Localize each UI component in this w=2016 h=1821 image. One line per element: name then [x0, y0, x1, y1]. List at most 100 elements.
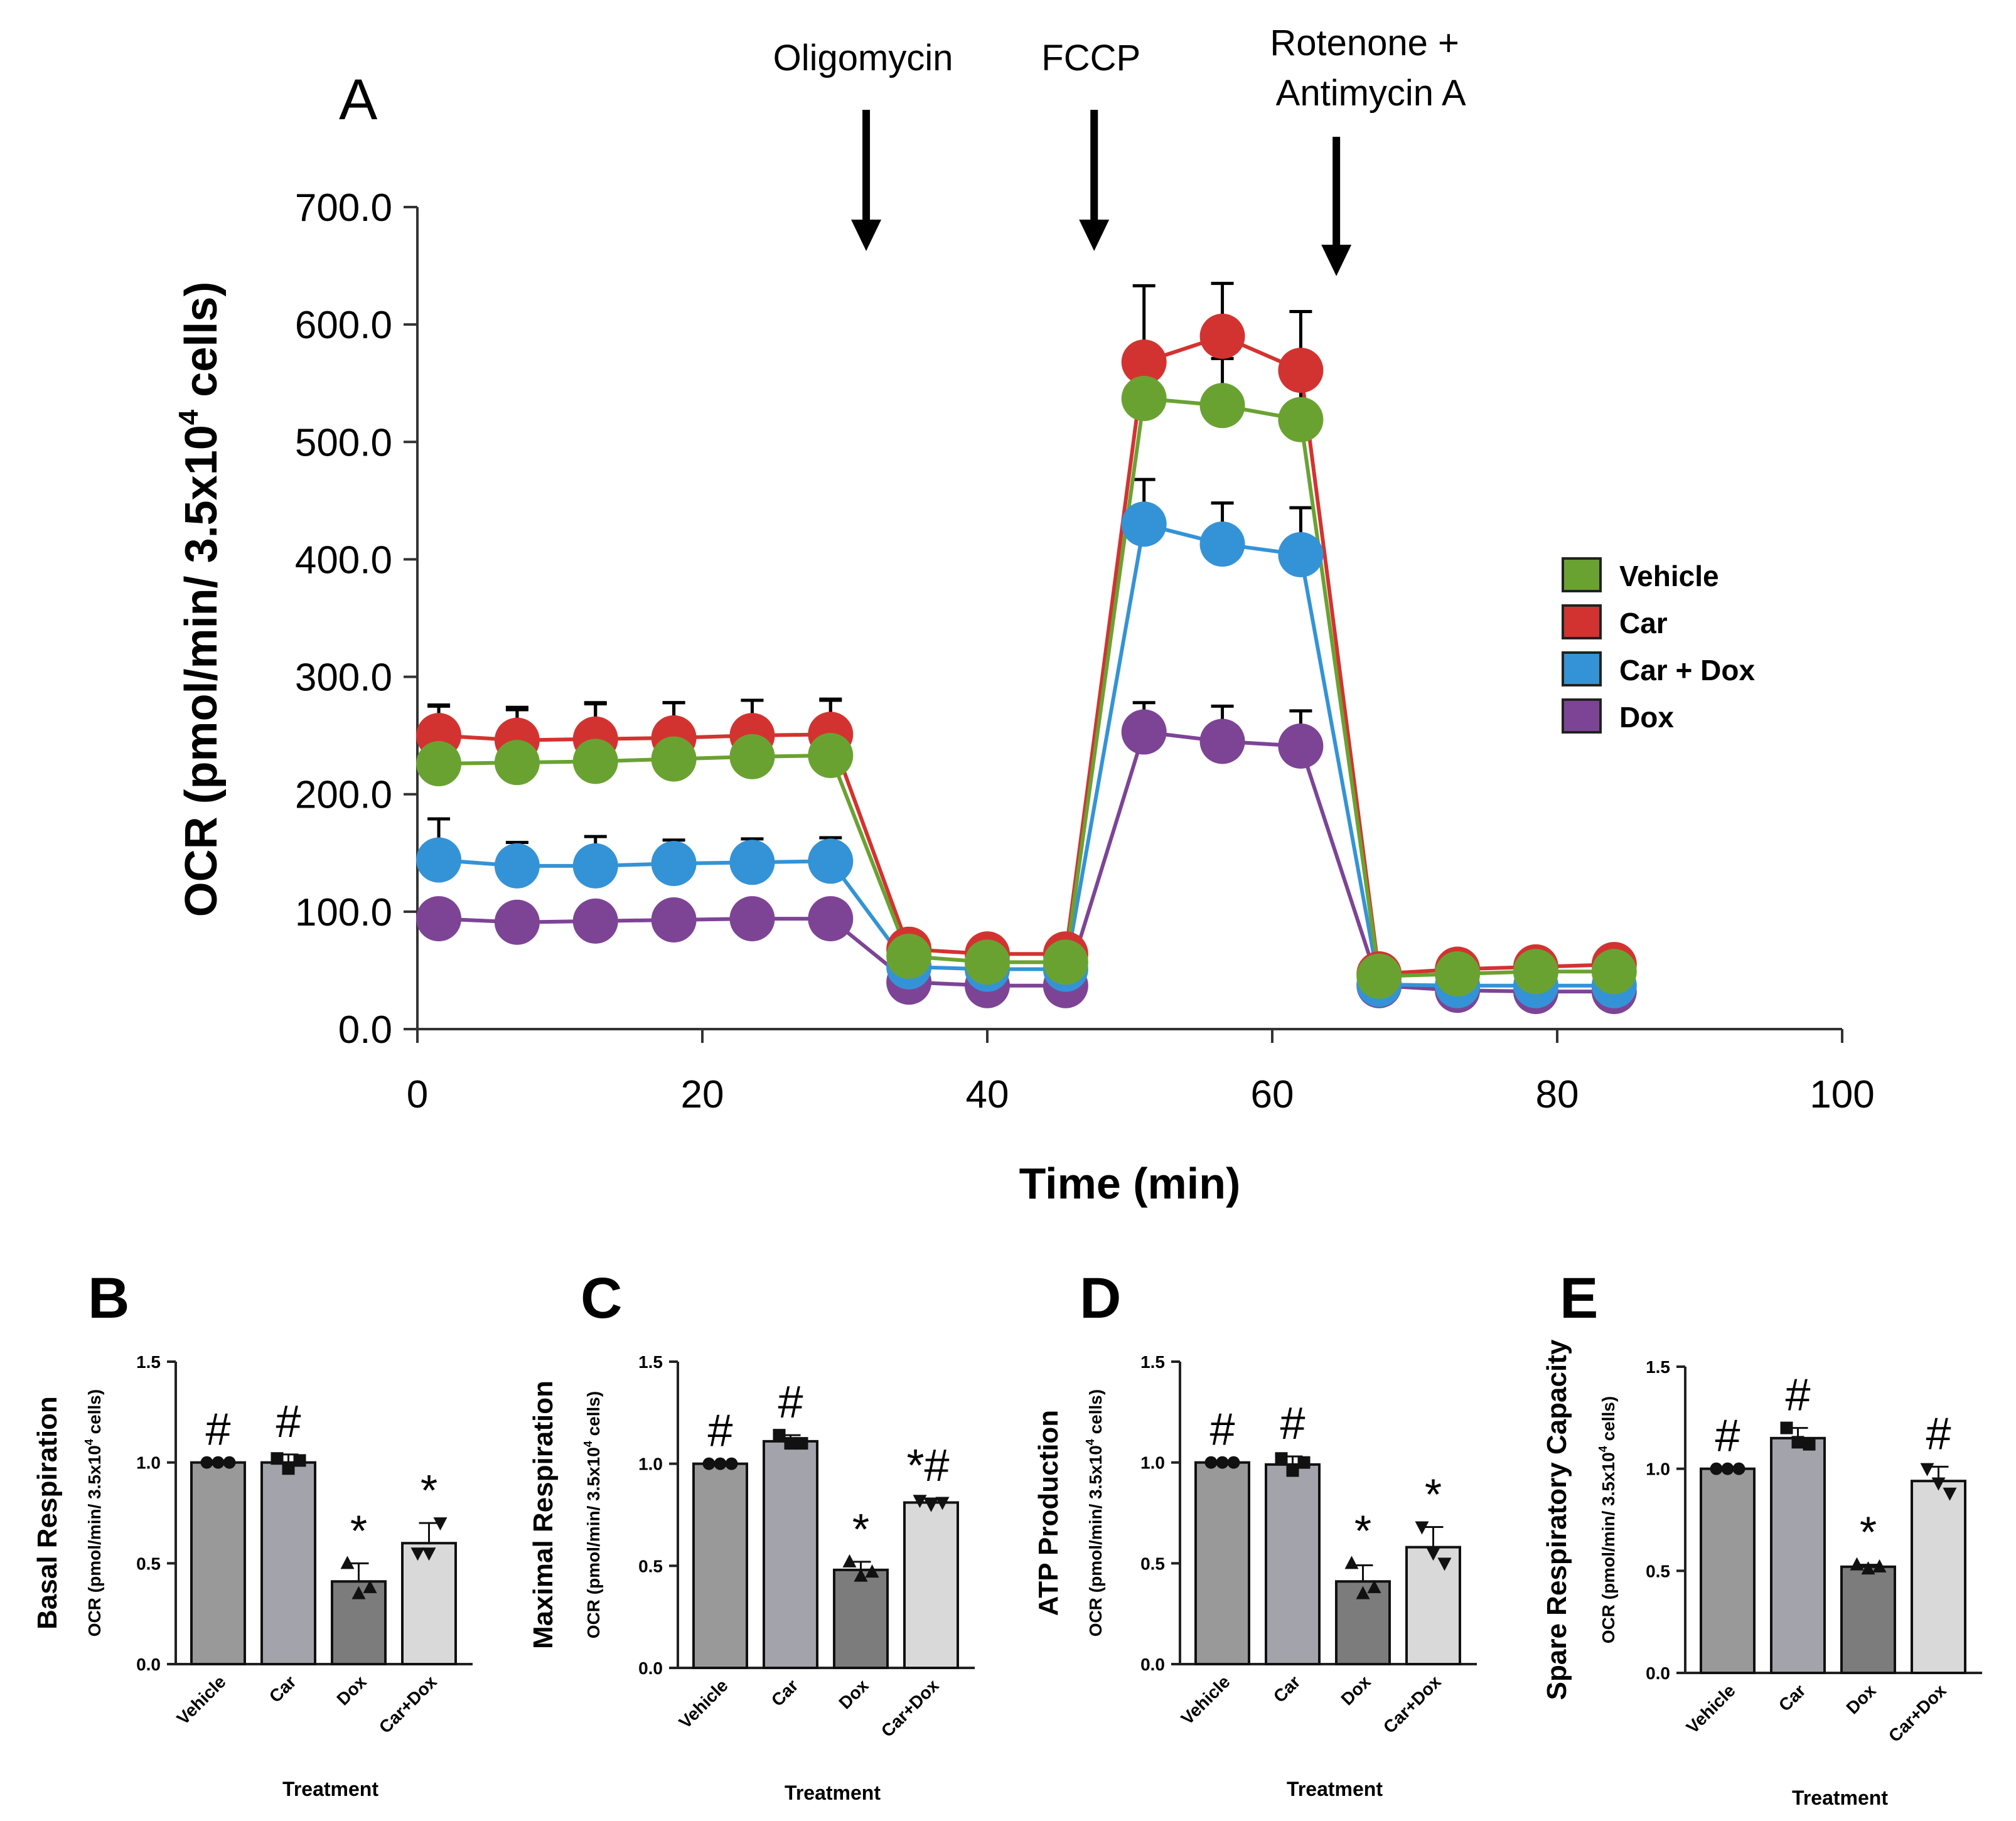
y-tick-label: 1.5: [136, 1352, 161, 1372]
y-tick-label: 700.0: [295, 186, 392, 230]
legend-swatch: [1562, 604, 1602, 639]
y-tick-label: 0.5: [136, 1554, 161, 1573]
y-tick-label: 0.0: [338, 1008, 392, 1052]
bar-vehicle: [692, 1462, 748, 1670]
data-point: [1791, 1436, 1804, 1449]
significance-mark: *: [852, 1505, 869, 1554]
data-point: [1780, 1421, 1793, 1434]
data-point: [433, 1517, 448, 1531]
bar-dox: [833, 1568, 889, 1670]
x-axis-title: Treatment: [1287, 1778, 1383, 1800]
x-tick-label: 100: [1810, 1073, 1874, 1116]
data-point: [494, 740, 540, 786]
data-point: [416, 741, 462, 787]
data-point: [651, 897, 697, 943]
data-point: [784, 1437, 797, 1450]
data-point: [1426, 1547, 1440, 1561]
data-point: [1872, 1559, 1887, 1573]
x-tick-label: 80: [1536, 1073, 1579, 1116]
data-point: [795, 1437, 808, 1450]
series-line-car-dox: [438, 521, 1614, 988]
data-point: [363, 1579, 377, 1593]
data-point: [1803, 1438, 1816, 1451]
data-point: [1278, 348, 1324, 393]
significance-mark: *: [1354, 1506, 1371, 1555]
y-tick-label: 1.5: [1140, 1352, 1165, 1372]
category-label: Vehicle: [1177, 1672, 1234, 1728]
category-label: Car: [1270, 1672, 1304, 1706]
data-point: [340, 1556, 355, 1569]
category-label: Car+Dox: [1380, 1672, 1445, 1737]
data-point: [1121, 339, 1167, 385]
category-label: Vehicle: [173, 1672, 230, 1728]
significance-mark: *: [1425, 1470, 1442, 1519]
y-tick-label: 0.0: [136, 1655, 161, 1674]
data-point: [1199, 718, 1245, 764]
data-point: [1721, 1462, 1734, 1475]
significance-mark: #: [276, 1397, 301, 1447]
data-point: [924, 1498, 938, 1512]
x-axis-title: Treatment: [282, 1778, 378, 1800]
data-point: [293, 1454, 306, 1467]
significance-mark: *: [350, 1506, 367, 1555]
category-label: Car: [768, 1675, 802, 1710]
legend-label: Car: [1619, 607, 1668, 639]
data-point: [913, 1495, 927, 1509]
data-point: [702, 1457, 716, 1470]
legend-label: Car + Dox: [1619, 654, 1755, 686]
series-line-vehicle: [439, 396, 1614, 978]
x-axis-title: Treatment: [1792, 1786, 1888, 1809]
data-point: [1278, 531, 1324, 577]
data-point: [729, 840, 775, 885]
data-point: [965, 939, 1010, 985]
y-axis-title: ATP Production: [1033, 1410, 1064, 1616]
data-point: [1920, 1463, 1934, 1477]
data-point: [282, 1462, 295, 1475]
significance-mark: #: [1785, 1370, 1810, 1421]
data-point: [1216, 1456, 1229, 1469]
data-point: [1710, 1462, 1723, 1475]
y-axis-title: OCR (pmol/min/ 3.5x104 cells): [173, 282, 227, 917]
y-axis-subtitle: OCR (pmol/min/ 3.5x104 cells): [1084, 1389, 1105, 1637]
data-point: [1204, 1456, 1218, 1469]
injection-label: FCCP: [1041, 38, 1140, 78]
y-tick-label: 0.0: [1646, 1663, 1670, 1683]
x-tick-label: 0: [407, 1073, 428, 1116]
y-tick-label: 1.0: [136, 1453, 161, 1473]
data-point: [1931, 1477, 1946, 1491]
data-point: [714, 1457, 727, 1470]
data-point: [1227, 1456, 1240, 1469]
legend-swatch: [1562, 557, 1602, 592]
bar-car: [1770, 1436, 1826, 1675]
category-label: Dox: [1842, 1680, 1880, 1718]
data-point: [1850, 1557, 1864, 1571]
bar-vehicle: [190, 1461, 246, 1666]
x-tick-label: 40: [966, 1073, 1009, 1116]
bar-car-dox: [903, 1501, 959, 1669]
injection-arrowhead: [1321, 245, 1352, 276]
legend-label: Dox: [1619, 701, 1674, 734]
significance-mark: #: [778, 1377, 803, 1428]
data-point: [854, 1568, 868, 1582]
injection-label: Rotenone +: [1270, 23, 1459, 63]
data-point: [1199, 313, 1245, 359]
data-point: [1356, 1586, 1370, 1599]
data-point: [886, 933, 932, 979]
data-point: [212, 1456, 225, 1469]
data-point: [494, 843, 540, 889]
data-point: [1591, 949, 1637, 995]
category-label: Car+Dox: [375, 1672, 441, 1737]
y-axis-title: Basal Respiration: [32, 1396, 63, 1630]
bar-dox: [1840, 1565, 1896, 1674]
y-tick-label: 600.0: [295, 304, 392, 347]
panel-c-bar-chart: C 0.0 0.5 1.0 1.5 Maximal Respiration OCR (pmo…: [528, 1266, 975, 1804]
injection-arrowhead: [851, 220, 882, 251]
data-point: [1278, 723, 1324, 769]
data-point: [1297, 1456, 1311, 1469]
data-point: [808, 896, 854, 942]
data-point: [572, 739, 618, 784]
data-point: [842, 1554, 857, 1567]
data-point: [1732, 1462, 1745, 1475]
category-label: Dox: [333, 1672, 370, 1709]
